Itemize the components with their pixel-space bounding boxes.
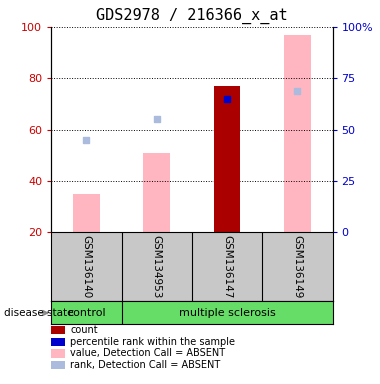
Text: multiple sclerosis: multiple sclerosis (179, 308, 276, 318)
Point (294, 88, 300, 94)
Text: GSM136140: GSM136140 (81, 235, 92, 298)
Point (154, 116, 160, 122)
Text: count: count (70, 325, 98, 335)
Text: control: control (67, 308, 106, 318)
Bar (284, 35, 311, 232)
Bar (214, 86, 241, 232)
Text: GSM136147: GSM136147 (222, 235, 232, 299)
Bar (73, 194, 100, 232)
Text: percentile rank within the sample: percentile rank within the sample (70, 337, 235, 347)
Point (84, 137, 90, 143)
Text: rank, Detection Call = ABSENT: rank, Detection Call = ABSENT (70, 360, 220, 370)
Text: GSM134953: GSM134953 (152, 235, 162, 299)
Text: disease state: disease state (4, 308, 73, 318)
Text: value, Detection Call = ABSENT: value, Detection Call = ABSENT (70, 348, 225, 358)
Point (224, 96, 230, 102)
Bar (143, 153, 170, 232)
Title: GDS2978 / 216366_x_at: GDS2978 / 216366_x_at (96, 8, 288, 24)
Text: GSM136149: GSM136149 (292, 235, 302, 299)
